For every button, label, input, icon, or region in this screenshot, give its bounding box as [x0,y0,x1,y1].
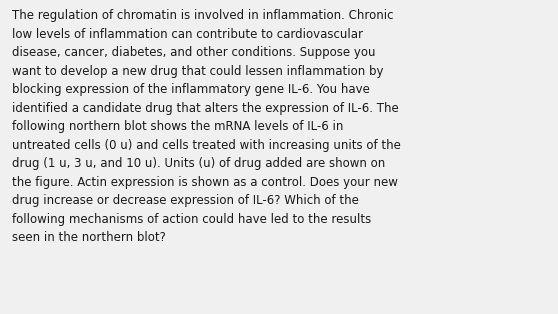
Text: The regulation of chromatin is involved in inflammation. Chronic
low levels of i: The regulation of chromatin is involved … [12,9,401,244]
